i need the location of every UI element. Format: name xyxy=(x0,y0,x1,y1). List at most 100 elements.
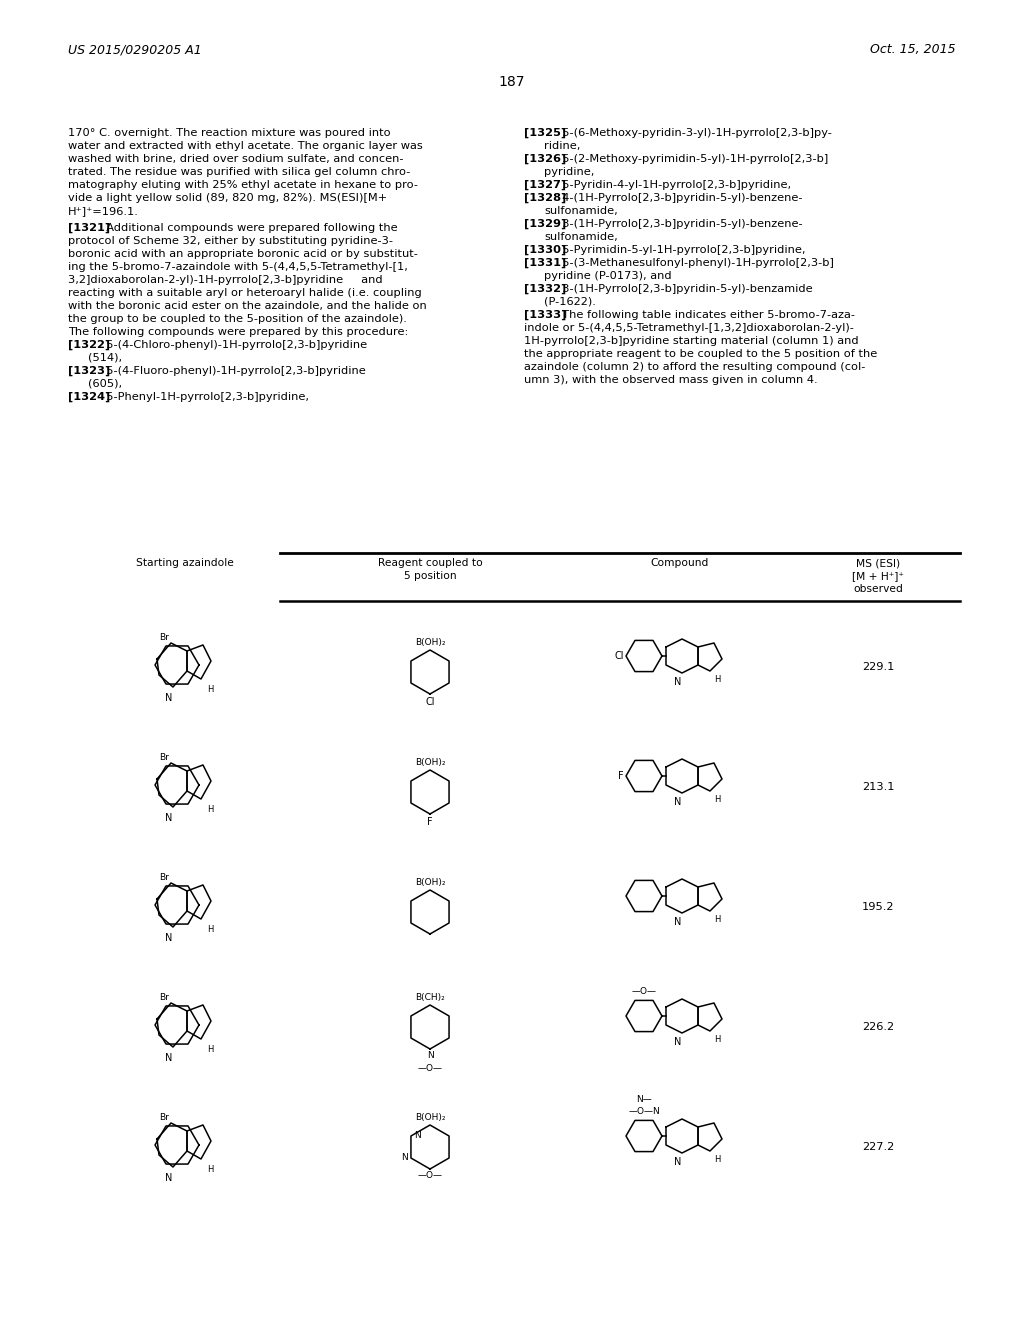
Text: B(OH)₂: B(OH)₂ xyxy=(415,1113,445,1122)
Text: [1330]: [1330] xyxy=(524,246,566,255)
Text: N—: N— xyxy=(636,1096,652,1104)
Text: 5-Pyrimidin-5-yl-1H-pyrrolo[2,3-b]pyridine,: 5-Pyrimidin-5-yl-1H-pyrrolo[2,3-b]pyridi… xyxy=(555,246,806,255)
Text: H: H xyxy=(207,1166,213,1173)
Text: Cl: Cl xyxy=(425,697,435,708)
Text: sulfonamide,: sulfonamide, xyxy=(544,206,617,216)
Text: ridine,: ridine, xyxy=(544,141,581,150)
Text: 1H-pyrrolo[2,3-b]pyridine starting material (column 1) and: 1H-pyrrolo[2,3-b]pyridine starting mater… xyxy=(524,337,859,346)
Text: 5-(6-Methoxy-pyridin-3-yl)-1H-pyrrolo[2,3-b]py-: 5-(6-Methoxy-pyridin-3-yl)-1H-pyrrolo[2,… xyxy=(555,128,831,139)
Text: Reagent coupled to: Reagent coupled to xyxy=(378,558,482,568)
Text: 3-(1H-Pyrrolo[2,3-b]pyridin-5-yl)-benzamide: 3-(1H-Pyrrolo[2,3-b]pyridin-5-yl)-benzam… xyxy=(555,284,813,294)
Text: N: N xyxy=(675,917,682,927)
Text: observed: observed xyxy=(853,583,903,594)
Text: H: H xyxy=(207,925,213,935)
Text: Br: Br xyxy=(159,1113,169,1122)
Text: [1322]: [1322] xyxy=(68,339,111,350)
Text: N: N xyxy=(675,1038,682,1047)
Text: H: H xyxy=(714,915,720,924)
Text: [1327]: [1327] xyxy=(524,180,566,190)
Text: 195.2: 195.2 xyxy=(862,902,894,912)
Text: N: N xyxy=(165,1053,173,1063)
Text: —O—N: —O—N xyxy=(628,1107,659,1115)
Text: 227.2: 227.2 xyxy=(862,1142,894,1152)
Text: (605),: (605), xyxy=(88,379,122,389)
Text: [1321]: [1321] xyxy=(68,223,111,234)
Text: Oct. 15, 2015: Oct. 15, 2015 xyxy=(870,44,956,57)
Text: [1323]: [1323] xyxy=(68,366,111,376)
Text: ing the 5-bromo-7-azaindole with 5-(4,4,5,5-Tetramethyl-[1,: ing the 5-bromo-7-azaindole with 5-(4,4,… xyxy=(68,261,408,272)
Text: [1333]: [1333] xyxy=(524,310,566,321)
Text: N: N xyxy=(414,1131,421,1140)
Text: —O—: —O— xyxy=(632,987,656,997)
Text: Br: Br xyxy=(159,632,169,642)
Text: [1326]: [1326] xyxy=(524,154,566,164)
Text: 5-(3-Methanesulfonyl-phenyl)-1H-pyrrolo[2,3-b]: 5-(3-Methanesulfonyl-phenyl)-1H-pyrrolo[… xyxy=(555,257,834,268)
Text: pyridine (P-0173), and: pyridine (P-0173), and xyxy=(544,271,672,281)
Text: [M + H⁺]⁺: [M + H⁺]⁺ xyxy=(852,572,904,581)
Text: Compound: Compound xyxy=(651,558,710,568)
Text: protocol of Scheme 32, either by substituting pyridine-3-: protocol of Scheme 32, either by substit… xyxy=(68,236,393,246)
Text: Br: Br xyxy=(159,873,169,882)
Text: 5-(4-Chloro-phenyl)-1H-pyrrolo[2,3-b]pyridine: 5-(4-Chloro-phenyl)-1H-pyrrolo[2,3-b]pyr… xyxy=(99,339,368,350)
Text: The following table indicates either 5-bromo-7-aza-: The following table indicates either 5-b… xyxy=(555,310,855,319)
Text: [1324]: [1324] xyxy=(68,392,111,403)
Text: N: N xyxy=(165,693,173,704)
Text: US 2015/0290205 A1: US 2015/0290205 A1 xyxy=(68,44,202,57)
Text: 5-(2-Methoxy-pyrimidin-5-yl)-1H-pyrrolo[2,3-b]: 5-(2-Methoxy-pyrimidin-5-yl)-1H-pyrrolo[… xyxy=(555,154,828,164)
Text: (514),: (514), xyxy=(88,352,122,363)
Text: the appropriate reagent to be coupled to the 5 position of the: the appropriate reagent to be coupled to… xyxy=(524,348,878,359)
Text: H⁺]⁺=196.1.: H⁺]⁺=196.1. xyxy=(68,206,139,216)
Text: [1332]: [1332] xyxy=(524,284,566,294)
Text: 4-(1H-Pyrrolo[2,3-b]pyridin-5-yl)-benzene-: 4-(1H-Pyrrolo[2,3-b]pyridin-5-yl)-benzen… xyxy=(555,193,803,203)
Text: H: H xyxy=(714,795,720,804)
Text: H: H xyxy=(207,685,213,694)
Text: B(CH)₂: B(CH)₂ xyxy=(415,993,444,1002)
Text: N: N xyxy=(165,1173,173,1183)
Text: H: H xyxy=(207,1045,213,1053)
Text: Additional compounds were prepared following the: Additional compounds were prepared follo… xyxy=(99,223,397,232)
Text: umn 3), with the observed mass given in column 4.: umn 3), with the observed mass given in … xyxy=(524,375,817,385)
Text: 187: 187 xyxy=(499,75,525,88)
Text: trated. The residue was purified with silica gel column chro-: trated. The residue was purified with si… xyxy=(68,168,411,177)
Text: 3,2]dioxaborolan-2-yl)-1H-pyrrolo[2,3-b]pyridine     and: 3,2]dioxaborolan-2-yl)-1H-pyrrolo[2,3-b]… xyxy=(68,275,383,285)
Text: washed with brine, dried over sodium sulfate, and concen-: washed with brine, dried over sodium sul… xyxy=(68,154,403,164)
Text: boronic acid with an appropriate boronic acid or by substitut-: boronic acid with an appropriate boronic… xyxy=(68,249,418,259)
Text: [1331]: [1331] xyxy=(524,257,566,268)
Text: 3-(1H-Pyrrolo[2,3-b]pyridin-5-yl)-benzene-: 3-(1H-Pyrrolo[2,3-b]pyridin-5-yl)-benzen… xyxy=(555,219,803,228)
Text: pyridine,: pyridine, xyxy=(544,168,594,177)
Text: water and extracted with ethyl acetate. The organic layer was: water and extracted with ethyl acetate. … xyxy=(68,141,423,150)
Text: N: N xyxy=(401,1154,408,1163)
Text: [1325]: [1325] xyxy=(524,128,566,139)
Text: H: H xyxy=(207,805,213,814)
Text: —O—: —O— xyxy=(418,1064,442,1073)
Text: B(OH)₂: B(OH)₂ xyxy=(415,638,445,647)
Text: Br: Br xyxy=(159,752,169,762)
Text: N: N xyxy=(675,797,682,807)
Text: N: N xyxy=(427,1051,433,1060)
Text: B(OH)₂: B(OH)₂ xyxy=(415,758,445,767)
Text: F: F xyxy=(618,771,624,781)
Text: vide a light yellow solid (89, 820 mg, 82%). MS(ESI)[M+: vide a light yellow solid (89, 820 mg, 8… xyxy=(68,193,387,203)
Text: Starting azaindole: Starting azaindole xyxy=(136,558,233,568)
Text: 5-Pyridin-4-yl-1H-pyrrolo[2,3-b]pyridine,: 5-Pyridin-4-yl-1H-pyrrolo[2,3-b]pyridine… xyxy=(555,180,792,190)
Text: matography eluting with 25% ethyl acetate in hexane to pro-: matography eluting with 25% ethyl acetat… xyxy=(68,180,418,190)
Text: 5-(4-Fluoro-phenyl)-1H-pyrrolo[2,3-b]pyridine: 5-(4-Fluoro-phenyl)-1H-pyrrolo[2,3-b]pyr… xyxy=(99,366,366,376)
Text: MS (ESI): MS (ESI) xyxy=(856,558,900,568)
Text: 5 position: 5 position xyxy=(403,572,457,581)
Text: N: N xyxy=(675,677,682,686)
Text: The following compounds were prepared by this procedure:: The following compounds were prepared by… xyxy=(68,327,409,337)
Text: F: F xyxy=(427,817,433,828)
Text: Cl: Cl xyxy=(614,651,624,661)
Text: B(OH)₂: B(OH)₂ xyxy=(415,878,445,887)
Text: —O—: —O— xyxy=(418,1171,442,1180)
Text: 213.1: 213.1 xyxy=(862,781,894,792)
Text: 226.2: 226.2 xyxy=(862,1022,894,1032)
Text: with the boronic acid ester on the azaindole, and the halide on: with the boronic acid ester on the azain… xyxy=(68,301,427,312)
Text: [1329]: [1329] xyxy=(524,219,566,230)
Text: the group to be coupled to the 5-position of the azaindole).: the group to be coupled to the 5-positio… xyxy=(68,314,407,323)
Text: sulfonamide,: sulfonamide, xyxy=(544,232,617,242)
Text: N: N xyxy=(675,1158,682,1167)
Text: 170° C. overnight. The reaction mixture was poured into: 170° C. overnight. The reaction mixture … xyxy=(68,128,390,139)
Text: indole or 5-(4,4,5,5-Tetramethyl-[1,3,2]dioxaborolan-2-yl)-: indole or 5-(4,4,5,5-Tetramethyl-[1,3,2]… xyxy=(524,323,854,333)
Text: azaindole (column 2) to afford the resulting compound (col-: azaindole (column 2) to afford the resul… xyxy=(524,362,865,372)
